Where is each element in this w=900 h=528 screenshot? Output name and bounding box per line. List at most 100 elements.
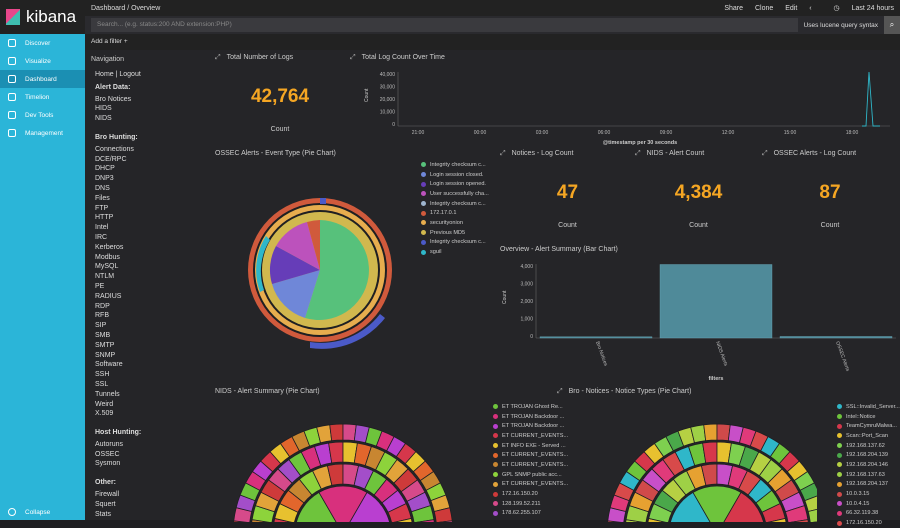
- legend-item[interactable]: 128.199.52.211: [493, 499, 563, 509]
- legend-item[interactable]: Login session closed.: [421, 170, 493, 180]
- sidebar-item-dashboard[interactable]: Dashboard: [0, 70, 85, 88]
- pie-slice[interactable]: [295, 491, 343, 522]
- expand-icon[interactable]: ⤢: [635, 150, 641, 157]
- legend-item[interactable]: ET TROJAN Ghost Re...: [493, 402, 563, 412]
- bro-link[interactable]: IRC: [95, 233, 108, 241]
- other-link[interactable]: Stats: [95, 510, 111, 518]
- pie-slice[interactable]: [799, 482, 817, 502]
- legend-item[interactable]: Previous MD5: [421, 228, 493, 238]
- expand-icon[interactable]: ⤢: [500, 150, 506, 157]
- legend-item[interactable]: User successfully cha...: [421, 189, 493, 199]
- pie-slice[interactable]: [329, 423, 344, 442]
- bro-link[interactable]: Connections: [95, 145, 134, 153]
- add-filter-button[interactable]: Add a filter +: [91, 38, 128, 45]
- bro-link[interactable]: Software: [95, 361, 123, 369]
- lucene-syntax-link[interactable]: Uses lucene query syntax: [803, 21, 878, 29]
- pie-slice[interactable]: [807, 508, 817, 522]
- other-link[interactable]: Firewall: [95, 491, 120, 499]
- legend-item[interactable]: 66.32.119.38: [837, 509, 899, 519]
- bro-link[interactable]: SSL: [95, 380, 109, 388]
- legend-item[interactable]: ET CURRENT_EVENTS...: [493, 431, 568, 441]
- bro-link[interactable]: MySQL: [95, 263, 119, 271]
- sidebar-item-discover[interactable]: Discover: [0, 34, 85, 52]
- bro-link[interactable]: SMB: [95, 331, 111, 339]
- pie-slice[interactable]: [305, 220, 369, 320]
- sidebar-item-management[interactable]: Management: [0, 124, 85, 142]
- legend-item[interactable]: 192.168.137.63: [837, 470, 899, 480]
- pie-slice[interactable]: [269, 246, 320, 284]
- pie-slice[interactable]: [703, 423, 718, 442]
- legend-item[interactable]: 172.16.150.20: [493, 489, 563, 499]
- clone-button[interactable]: Clone: [754, 5, 774, 12]
- home-logout-links[interactable]: Home | Logout: [95, 71, 141, 78]
- legend-item[interactable]: Scan::Port_Scan: [837, 431, 899, 441]
- sidebar-item-devtools[interactable]: Dev Tools: [0, 106, 85, 124]
- bar[interactable]: [659, 264, 773, 339]
- bro-link[interactable]: Tunnels: [95, 390, 120, 398]
- bro-link[interactable]: DHCP: [95, 165, 115, 173]
- legend-item[interactable]: ET TROJAN Backdoor ...: [493, 421, 564, 431]
- expand-icon[interactable]: ⤢: [762, 150, 768, 157]
- time-picker[interactable]: ◷ Last 24 hours: [824, 5, 894, 12]
- share-button[interactable]: Share: [724, 5, 743, 12]
- edit-button[interactable]: Edit: [785, 5, 798, 12]
- bro-link[interactable]: PE: [95, 282, 105, 290]
- search-input[interactable]: Search... (e.g. status:200 AND extension…: [91, 18, 798, 32]
- alert-link[interactable]: Bro Notices: [95, 95, 132, 103]
- pie-slice[interactable]: [310, 314, 385, 349]
- alert-link[interactable]: NIDS: [95, 115, 112, 123]
- legend-item[interactable]: Intel::Notice: [837, 412, 899, 422]
- legend-item[interactable]: Integrity checksum c...: [421, 160, 493, 170]
- legend-item[interactable]: Login session opened.: [421, 179, 493, 189]
- bro-link[interactable]: DNP3: [95, 175, 114, 183]
- bro-link[interactable]: HTTP: [95, 214, 114, 222]
- legend-item[interactable]: ET INFO EXE - Served ...: [493, 441, 566, 451]
- bro-link[interactable]: Modbus: [95, 253, 120, 261]
- pie-slice[interactable]: [717, 491, 765, 522]
- bro-link[interactable]: SSH: [95, 371, 110, 379]
- legend-item[interactable]: 172.17.0.1: [421, 208, 493, 218]
- bar[interactable]: [779, 336, 893, 339]
- pie-slice[interactable]: [307, 220, 320, 270]
- bar[interactable]: [539, 336, 653, 339]
- sidebar-item-visualize[interactable]: Visualize: [0, 52, 85, 70]
- legend-item[interactable]: ET CURRENT_EVENTS...: [493, 480, 568, 490]
- bro-link[interactable]: SNMP: [95, 351, 116, 359]
- chevron-left-icon[interactable]: ‹: [809, 5, 812, 12]
- legend-item[interactable]: ET CURRENT_EVENTS...: [493, 450, 568, 460]
- bro-link[interactable]: SMTP: [95, 341, 115, 349]
- bro-link[interactable]: DCE/RPC: [95, 155, 127, 163]
- legend-item[interactable]: SSL::Invalid_Server...: [837, 402, 900, 412]
- pie-slice[interactable]: [272, 270, 320, 318]
- expand-icon[interactable]: ⤢: [557, 388, 563, 395]
- host-link[interactable]: Autoruns: [95, 440, 124, 448]
- legend-item[interactable]: 192.168.204.146: [837, 460, 899, 470]
- bro-link[interactable]: Weird: [95, 400, 114, 408]
- sidebar-item-timelion[interactable]: Timelion: [0, 88, 85, 106]
- pie-slice[interactable]: [343, 491, 391, 522]
- pie-slice[interactable]: [256, 236, 270, 292]
- bro-link[interactable]: NTLM: [95, 273, 115, 281]
- legend-item[interactable]: 10.0.4.15: [837, 499, 899, 509]
- legend-item[interactable]: ET CURRENT_EVENTS...: [493, 460, 568, 470]
- legend-item[interactable]: 192.168.204.137: [837, 480, 899, 490]
- bro-link[interactable]: FTP: [95, 204, 109, 212]
- legend-item[interactable]: GPL SNMP public acc...: [493, 470, 563, 480]
- legend-item[interactable]: 192.168.204.139: [837, 450, 899, 460]
- legend-item[interactable]: sguil: [421, 247, 493, 257]
- bro-link[interactable]: Kerberos: [95, 243, 124, 251]
- bro-link[interactable]: RDP: [95, 302, 110, 310]
- host-link[interactable]: Sysmon: [95, 460, 121, 468]
- legend-item[interactable]: 178.62.255.107: [493, 509, 563, 519]
- bro-link[interactable]: RFB: [95, 312, 109, 320]
- host-link[interactable]: OSSEC: [95, 450, 120, 458]
- legend-item[interactable]: TeamCymruMalwa...: [837, 421, 899, 431]
- breadcrumb[interactable]: Dashboard / Overview: [91, 4, 161, 12]
- bro-link[interactable]: DNS: [95, 184, 110, 192]
- bro-link[interactable]: Intel: [95, 224, 109, 232]
- collapse-button[interactable]: Collapse: [8, 508, 50, 516]
- expand-icon[interactable]: ⤢: [350, 54, 356, 61]
- pie-slice[interactable]: [804, 495, 817, 512]
- legend-item[interactable]: Integrity checksum c...: [421, 238, 493, 248]
- other-link[interactable]: Squert: [95, 500, 116, 508]
